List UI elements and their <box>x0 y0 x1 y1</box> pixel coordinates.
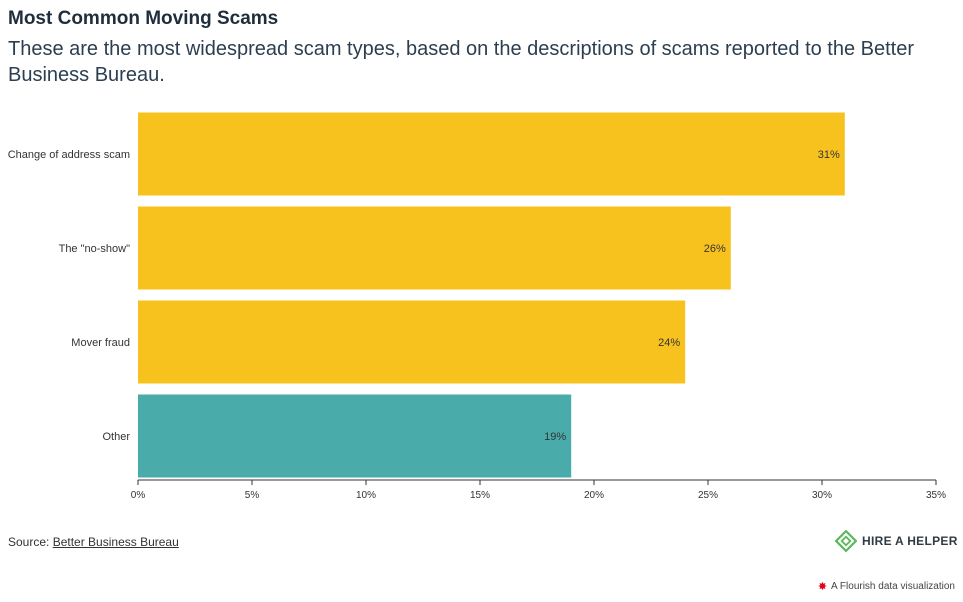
bar <box>138 206 731 290</box>
data-label: 24% <box>658 337 680 349</box>
data-label: 19% <box>544 431 566 443</box>
x-tick-label: 15% <box>470 490 490 501</box>
diamond-logo-icon <box>835 530 857 552</box>
bar <box>138 112 845 196</box>
category-label: The "no-show" <box>59 243 130 255</box>
x-tick-label: 25% <box>698 490 718 501</box>
source-prefix: Source: <box>8 535 50 549</box>
x-tick-label: 10% <box>356 490 376 501</box>
flourish-credit[interactable]: ✸ A Flourish data visualization <box>818 580 955 593</box>
category-label: Mover fraud <box>71 337 130 349</box>
hire-a-helper-logo[interactable]: HIRE A HELPER <box>835 530 958 552</box>
data-label: 26% <box>704 243 726 255</box>
logo-text: HIRE A HELPER <box>862 534 958 548</box>
x-tick-label: 20% <box>584 490 604 501</box>
source-link[interactable]: Better Business Bureau <box>52 535 179 549</box>
bar <box>138 300 686 384</box>
bar <box>138 394 572 478</box>
source-note: Source: Better Business Bureau <box>8 535 179 549</box>
x-tick-label: 35% <box>926 490 946 501</box>
category-label: Other <box>102 431 130 443</box>
x-tick-label: 5% <box>245 490 260 501</box>
chart-title: Most Common Moving Scams <box>8 8 279 29</box>
flourish-logo-icon: ✸ <box>817 581 828 593</box>
data-label: 31% <box>818 149 840 161</box>
x-tick-label: 0% <box>131 490 146 501</box>
chart-subtitle: These are the most widespread scam types… <box>8 38 915 86</box>
x-tick-label: 30% <box>812 490 832 501</box>
category-label: Change of address scam <box>8 149 130 161</box>
flourish-credit-text: A Flourish data visualization <box>831 581 955 592</box>
